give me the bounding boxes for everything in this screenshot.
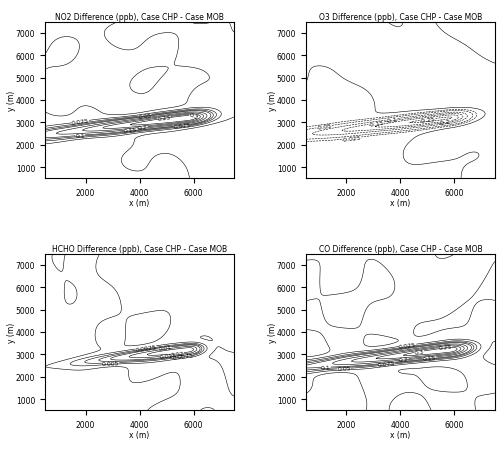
Text: 0.05: 0.05 xyxy=(337,366,351,372)
Text: 0.005: 0.005 xyxy=(102,360,119,366)
Title: CO Difference (ppb), Case CHP - Case MOB: CO Difference (ppb), Case CHP - Case MOB xyxy=(318,244,482,253)
Text: 0.01: 0.01 xyxy=(158,345,172,351)
X-axis label: x (m): x (m) xyxy=(130,199,150,208)
X-axis label: x (m): x (m) xyxy=(130,430,150,439)
Text: -0.15: -0.15 xyxy=(368,120,384,128)
Text: 0.075: 0.075 xyxy=(173,123,191,130)
Text: 0.025: 0.025 xyxy=(398,342,416,349)
Title: HCHO Difference (ppb), Case CHP - Case MOB: HCHO Difference (ppb), Case CHP - Case M… xyxy=(52,244,227,253)
X-axis label: x (m): x (m) xyxy=(390,430,410,439)
Text: 0.15: 0.15 xyxy=(124,127,138,133)
Text: 0.1: 0.1 xyxy=(321,365,331,370)
Text: 0.2: 0.2 xyxy=(138,125,148,131)
Text: 0.2: 0.2 xyxy=(398,356,409,362)
Title: O3 Difference (ppb), Case CHP - Case MOB: O3 Difference (ppb), Case CHP - Case MOB xyxy=(319,13,482,22)
Text: 0.3: 0.3 xyxy=(188,112,200,120)
Text: 0.25: 0.25 xyxy=(156,115,171,121)
Y-axis label: y (m): y (m) xyxy=(268,322,276,342)
Y-axis label: y (m): y (m) xyxy=(268,91,276,111)
Text: 0.3: 0.3 xyxy=(414,349,424,355)
Text: 0.25: 0.25 xyxy=(438,344,452,350)
Text: 0.075: 0.075 xyxy=(378,361,396,368)
Text: 0.025: 0.025 xyxy=(71,119,90,126)
Text: -0.25: -0.25 xyxy=(420,116,436,124)
X-axis label: x (m): x (m) xyxy=(390,199,410,208)
Text: 0.0025: 0.0025 xyxy=(134,344,156,352)
Text: 0.05: 0.05 xyxy=(138,113,152,120)
Text: -0.05: -0.05 xyxy=(316,124,332,131)
Title: NO2 Difference (ppb), Case CHP - Case MOB: NO2 Difference (ppb), Case CHP - Case MO… xyxy=(55,13,224,22)
Text: -0.025: -0.025 xyxy=(342,135,361,143)
Text: 0.15: 0.15 xyxy=(422,354,436,361)
Text: 0.0075: 0.0075 xyxy=(172,352,194,360)
Y-axis label: y (m): y (m) xyxy=(7,91,16,111)
Y-axis label: y (m): y (m) xyxy=(7,322,16,342)
Text: 0.1: 0.1 xyxy=(75,133,85,139)
Text: 0.02: 0.02 xyxy=(170,350,184,357)
Text: 0.015: 0.015 xyxy=(160,353,178,359)
Text: -0.2: -0.2 xyxy=(438,119,451,125)
Text: -0.1: -0.1 xyxy=(386,117,398,123)
